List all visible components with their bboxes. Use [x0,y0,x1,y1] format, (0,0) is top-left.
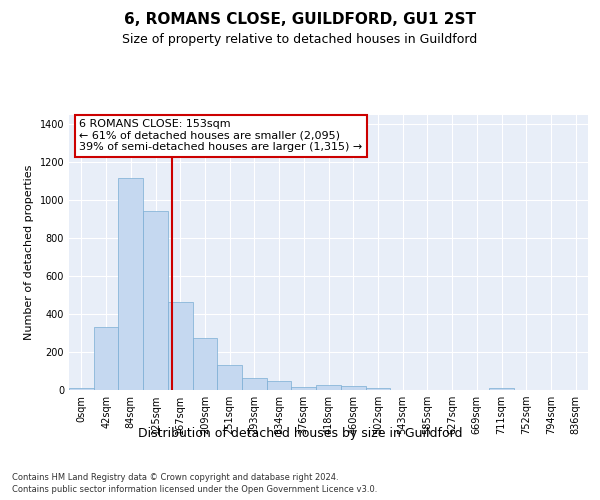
Text: Contains HM Land Registry data © Crown copyright and database right 2024.: Contains HM Land Registry data © Crown c… [12,472,338,482]
Bar [143,211,168,390]
Bar [168,302,193,390]
Text: Distribution of detached houses by size in Guildford: Distribution of detached houses by size … [138,428,462,440]
Bar [267,382,292,390]
Bar [489,388,514,390]
Text: 6 ROMANS CLOSE: 153sqm
← 61% of detached houses are smaller (2,095)
39% of semi-: 6 ROMANS CLOSE: 153sqm ← 61% of detached… [79,119,362,152]
Y-axis label: Number of detached properties: Number of detached properties [24,165,34,340]
Bar [94,328,118,390]
Bar [316,386,341,390]
Text: Contains public sector information licensed under the Open Government Licence v3: Contains public sector information licen… [12,485,377,494]
Text: Size of property relative to detached houses in Guildford: Size of property relative to detached ho… [122,32,478,46]
Bar [242,378,267,390]
Text: 6, ROMANS CLOSE, GUILDFORD, GU1 2ST: 6, ROMANS CLOSE, GUILDFORD, GU1 2ST [124,12,476,28]
Bar [217,366,242,390]
Bar [365,388,390,390]
Bar [292,386,316,390]
Bar [341,386,365,390]
Bar [69,388,94,390]
Bar [118,178,143,390]
Bar [193,338,217,390]
